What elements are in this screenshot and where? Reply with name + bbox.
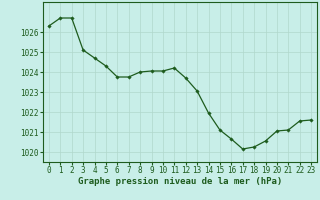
X-axis label: Graphe pression niveau de la mer (hPa): Graphe pression niveau de la mer (hPa): [78, 177, 282, 186]
